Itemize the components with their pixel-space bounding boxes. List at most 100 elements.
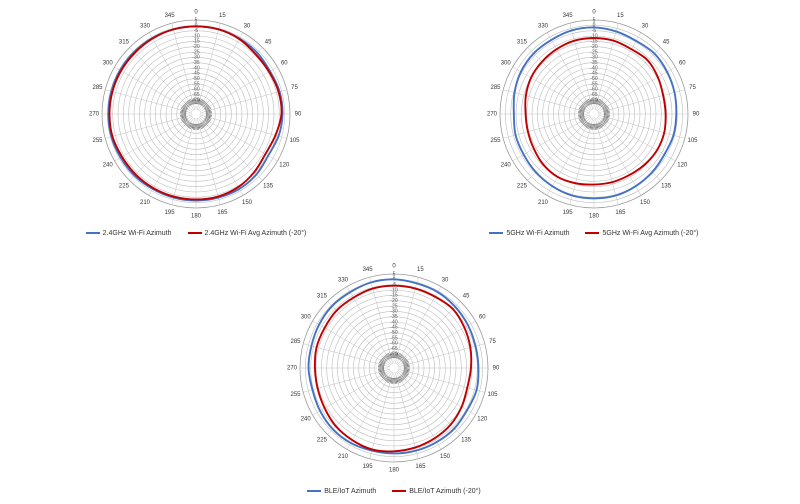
hub-tick — [394, 377, 396, 384]
hub-tick — [401, 357, 407, 362]
hub-tick — [584, 100, 589, 106]
grid-spoke — [303, 343, 391, 368]
hub-tick — [200, 122, 205, 128]
hub-tick — [199, 123, 202, 130]
legend-2: 5GHz Wi-Fi Azimuth 5GHz Wi-Fi Avg Azimut… — [484, 226, 704, 240]
hub-tick — [402, 361, 409, 365]
hub-tick — [590, 98, 593, 105]
radial-tick-label: -5 — [592, 28, 597, 34]
hub-tick — [382, 356, 388, 362]
grid-spoke — [395, 286, 442, 365]
polar-chart-1: 0 15 30 45 60 75 90 105 120 135 150 165 180 195 210 225… — [89, 10, 302, 220]
hub-tick — [380, 358, 386, 363]
hub-tick — [402, 359, 408, 364]
angle-tick-label: 45 — [265, 39, 272, 45]
hub-tick — [203, 120, 209, 125]
hub-tick — [584, 122, 589, 128]
radial-tick-label: -55 — [590, 81, 597, 87]
hub-tick — [594, 98, 596, 105]
angle-tick-label: 285 — [92, 85, 103, 91]
hub-tick — [380, 372, 386, 377]
hub-tick — [182, 105, 188, 110]
radial-tick-label: -25 — [390, 303, 397, 309]
grid-spoke — [596, 116, 661, 181]
hub-tick — [381, 374, 387, 379]
legend-1: 2.4GHz Wi-Fi Azimuth 2.4GHz Wi-Fi Avg Az… — [85, 226, 306, 240]
hub-tick — [603, 112, 610, 114]
angle-tick-label: 300 — [501, 61, 512, 67]
angle-tick-label: 60 — [679, 61, 686, 67]
hub-tick — [204, 118, 210, 123]
polar-chart-panel-1: 0 15 30 45 60 75 90 105 120 135 150 165 180 195 210 225… — [85, 0, 306, 250]
angle-tick-label: 0 — [392, 264, 396, 270]
hub-tick — [403, 362, 410, 365]
hub-tick — [400, 374, 406, 380]
hub-tick — [600, 121, 605, 127]
hub-tick — [597, 98, 600, 105]
angle-tick-label: 0 — [592, 10, 596, 16]
hub-tick — [199, 122, 203, 129]
hub-tick — [378, 370, 385, 373]
angle-tick-label: 150 — [242, 200, 253, 206]
radial-tick-label: -40 — [390, 319, 397, 325]
grid-spoke — [199, 66, 278, 113]
hub-tick — [590, 123, 593, 130]
grid-spoke — [129, 47, 194, 112]
polar-chart-panel-2: 0 15 30 45 60 75 90 105 120 135 150 165 180 195 210 225… — [484, 0, 704, 250]
hub-tick — [205, 112, 212, 114]
hub-tick — [380, 373, 386, 378]
legend-item-3b: BLE/IoT Azimuth (-20°) — [392, 484, 481, 498]
hub-tick — [183, 103, 189, 108]
grid-spoke — [394, 371, 419, 459]
radial-tick-label: -30 — [590, 55, 597, 61]
series-line-2 — [524, 37, 667, 186]
hub-tick — [389, 377, 392, 384]
angle-tick-label: 90 — [493, 366, 500, 372]
radial-tick-label: 5 — [195, 17, 198, 23]
hub-tick — [378, 369, 385, 372]
hub-tick — [600, 102, 606, 108]
hub-tick — [587, 122, 591, 129]
angle-tick-label: 240 — [103, 163, 114, 169]
radial-tick-label: -35 — [590, 60, 597, 66]
hub-tick — [579, 117, 586, 121]
radial-tick-label: -5 — [194, 28, 199, 34]
hub-tick — [379, 361, 386, 365]
hub-tick — [392, 377, 394, 384]
hub-tick — [385, 354, 390, 360]
hub-tick — [585, 122, 590, 128]
grid-spoke — [595, 32, 642, 111]
angle-tick-label: 345 — [563, 13, 574, 19]
hub-tick — [603, 110, 610, 113]
angle-tick-label: 210 — [338, 454, 349, 460]
radial-tick-label: -20 — [590, 44, 597, 50]
grid-spoke — [198, 47, 263, 112]
radial-tick-label: -45 — [590, 71, 597, 77]
hub-tick — [594, 123, 596, 130]
hub-tick — [380, 359, 386, 364]
legend-label-2a: 5GHz Wi-Fi Azimuth — [506, 229, 570, 237]
hub-tick — [205, 110, 212, 113]
hub-tick — [602, 117, 609, 121]
radial-tick-label: -40 — [590, 65, 597, 71]
grid-spoke — [595, 117, 642, 196]
hub-tick — [186, 122, 191, 128]
hub-tick — [387, 376, 391, 383]
grid-spoke — [569, 117, 594, 205]
angle-tick-label: 285 — [490, 85, 501, 91]
hub-tick — [397, 352, 400, 359]
grid-spoke — [199, 115, 278, 162]
hub-tick — [582, 120, 588, 126]
angle-tick-label: 30 — [642, 23, 649, 29]
grid-spoke — [512, 66, 591, 113]
hub-tick — [603, 114, 610, 116]
angle-tick-label: 105 — [289, 138, 300, 144]
hub-tick — [189, 99, 193, 106]
angle-tick-label: 105 — [487, 392, 498, 398]
hub-tick — [384, 376, 389, 382]
hub-tick — [378, 366, 385, 368]
legend-label-1a: 2.4GHz Wi-Fi Azimuth — [102, 229, 172, 237]
hub-tick — [603, 116, 610, 119]
hub-tick — [398, 354, 403, 360]
hub-tick — [394, 352, 396, 359]
